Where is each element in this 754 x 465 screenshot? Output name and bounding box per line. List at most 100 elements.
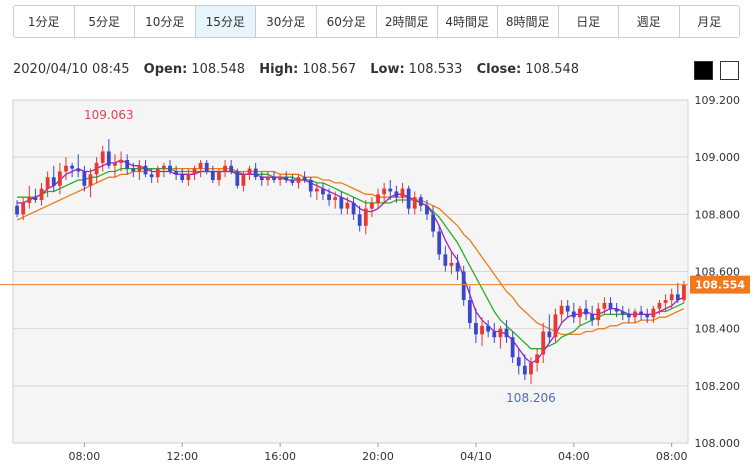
candle-body[interactable] (174, 171, 179, 175)
candle-body[interactable] (498, 328, 503, 338)
candle-body[interactable] (217, 171, 221, 181)
candle-body[interactable] (633, 311, 637, 318)
candle-body[interactable] (253, 168, 258, 178)
candle-body[interactable] (302, 177, 307, 181)
candle-body[interactable] (333, 197, 338, 201)
candle-body[interactable] (314, 188, 319, 192)
candle-body[interactable] (296, 177, 301, 183)
candle-body[interactable] (412, 197, 417, 209)
candle-body[interactable] (504, 328, 509, 338)
candle-body[interactable] (590, 314, 595, 321)
tab-5min[interactable]: 5分足 (74, 6, 135, 37)
tab-30min[interactable]: 30分足 (256, 6, 317, 37)
candle-body[interactable] (406, 188, 411, 209)
candle-body[interactable] (45, 177, 50, 189)
candle-body[interactable] (608, 302, 613, 309)
candle-body[interactable] (431, 214, 435, 232)
candle-body[interactable] (27, 197, 32, 203)
candle-body[interactable] (682, 284, 686, 301)
candle-body[interactable] (339, 197, 344, 209)
candle-body[interactable] (321, 188, 325, 195)
candle-body[interactable] (149, 174, 154, 178)
candle-body[interactable] (626, 314, 631, 318)
candle-body[interactable] (143, 165, 148, 175)
candle-body[interactable] (290, 180, 295, 183)
candle-body[interactable] (64, 165, 68, 172)
candle-body[interactable] (278, 177, 283, 181)
candle-body[interactable] (15, 205, 19, 215)
candle-body[interactable] (308, 180, 313, 192)
candle-body[interactable] (510, 337, 515, 358)
candle-body[interactable] (578, 308, 582, 318)
candle-body[interactable] (461, 271, 466, 301)
candle-body[interactable] (418, 197, 423, 206)
candle-body[interactable] (541, 331, 546, 355)
candle-body[interactable] (474, 322, 478, 335)
candle-body[interactable] (492, 331, 497, 338)
candle-body[interactable] (210, 171, 215, 181)
light-theme-button[interactable] (720, 61, 739, 80)
candle-body[interactable] (272, 177, 276, 181)
candle-body[interactable] (376, 194, 380, 203)
candle-body[interactable] (480, 325, 484, 335)
candle-body[interactable] (394, 191, 399, 198)
candle-body[interactable] (620, 311, 625, 315)
candle-body[interactable] (88, 174, 93, 186)
candle-body[interactable] (155, 168, 160, 178)
candle-body[interactable] (516, 357, 521, 366)
candle-body[interactable] (553, 314, 558, 338)
tab-10min[interactable]: 10分足 (135, 6, 196, 37)
tab-daily[interactable]: 日足 (558, 6, 619, 37)
tab-60min[interactable]: 60分足 (316, 6, 377, 37)
candlestick-chart[interactable]: 109.200 109.000 108.800 108.600 108.400 108.2… (0, 88, 754, 465)
candle-body[interactable] (76, 168, 81, 172)
candle-body[interactable] (82, 171, 87, 186)
candle-body[interactable] (645, 314, 650, 318)
candle-body[interactable] (51, 177, 56, 186)
tab-monthly[interactable]: 月足 (679, 6, 739, 37)
candle-body[interactable] (669, 294, 674, 301)
tab-2hour[interactable]: 2時間足 (377, 6, 438, 37)
candle-body[interactable] (571, 311, 576, 318)
candle-body[interactable] (675, 294, 680, 301)
candle-body[interactable] (247, 168, 252, 175)
candle-body[interactable] (559, 305, 564, 315)
candle-body[interactable] (33, 197, 38, 201)
candle-body[interactable] (94, 162, 99, 175)
candle-body[interactable] (229, 165, 234, 172)
candle-body[interactable] (266, 177, 270, 181)
candle-body[interactable] (382, 188, 387, 195)
candle-body[interactable] (168, 165, 172, 172)
candle-body[interactable] (529, 362, 533, 375)
candle-body[interactable] (70, 165, 75, 169)
tab-8hour[interactable]: 8時間足 (498, 6, 559, 37)
candle-body[interactable] (357, 214, 362, 226)
candle-body[interactable] (425, 205, 429, 215)
candle-body[interactable] (198, 162, 203, 169)
dark-theme-button[interactable] (694, 61, 713, 80)
candle-body[interactable] (186, 174, 191, 181)
candle-body[interactable] (639, 311, 644, 315)
candle-body[interactable] (106, 151, 111, 166)
candle-body[interactable] (663, 300, 668, 303)
tab-4hour[interactable]: 4時間足 (437, 6, 498, 37)
candle-body[interactable] (137, 165, 142, 172)
candle-body[interactable] (657, 302, 662, 309)
candle-body[interactable] (467, 300, 472, 323)
candle-body[interactable] (204, 162, 209, 172)
candle-body[interactable] (235, 171, 240, 186)
tab-15min[interactable]: 15分足 (195, 6, 256, 37)
tab-weekly[interactable]: 週足 (619, 6, 680, 37)
candle-body[interactable] (370, 202, 374, 209)
candle-body[interactable] (161, 165, 166, 169)
candle-body[interactable] (449, 262, 454, 266)
candle-body[interactable] (241, 174, 246, 186)
candle-body[interactable] (223, 165, 227, 172)
candle-body[interactable] (345, 202, 350, 209)
candle-body[interactable] (565, 305, 570, 312)
candle-body[interactable] (39, 188, 44, 201)
candle-body[interactable] (113, 162, 117, 166)
candle-body[interactable] (131, 168, 136, 172)
candle-body[interactable] (400, 188, 405, 198)
candle-body[interactable] (100, 151, 105, 163)
